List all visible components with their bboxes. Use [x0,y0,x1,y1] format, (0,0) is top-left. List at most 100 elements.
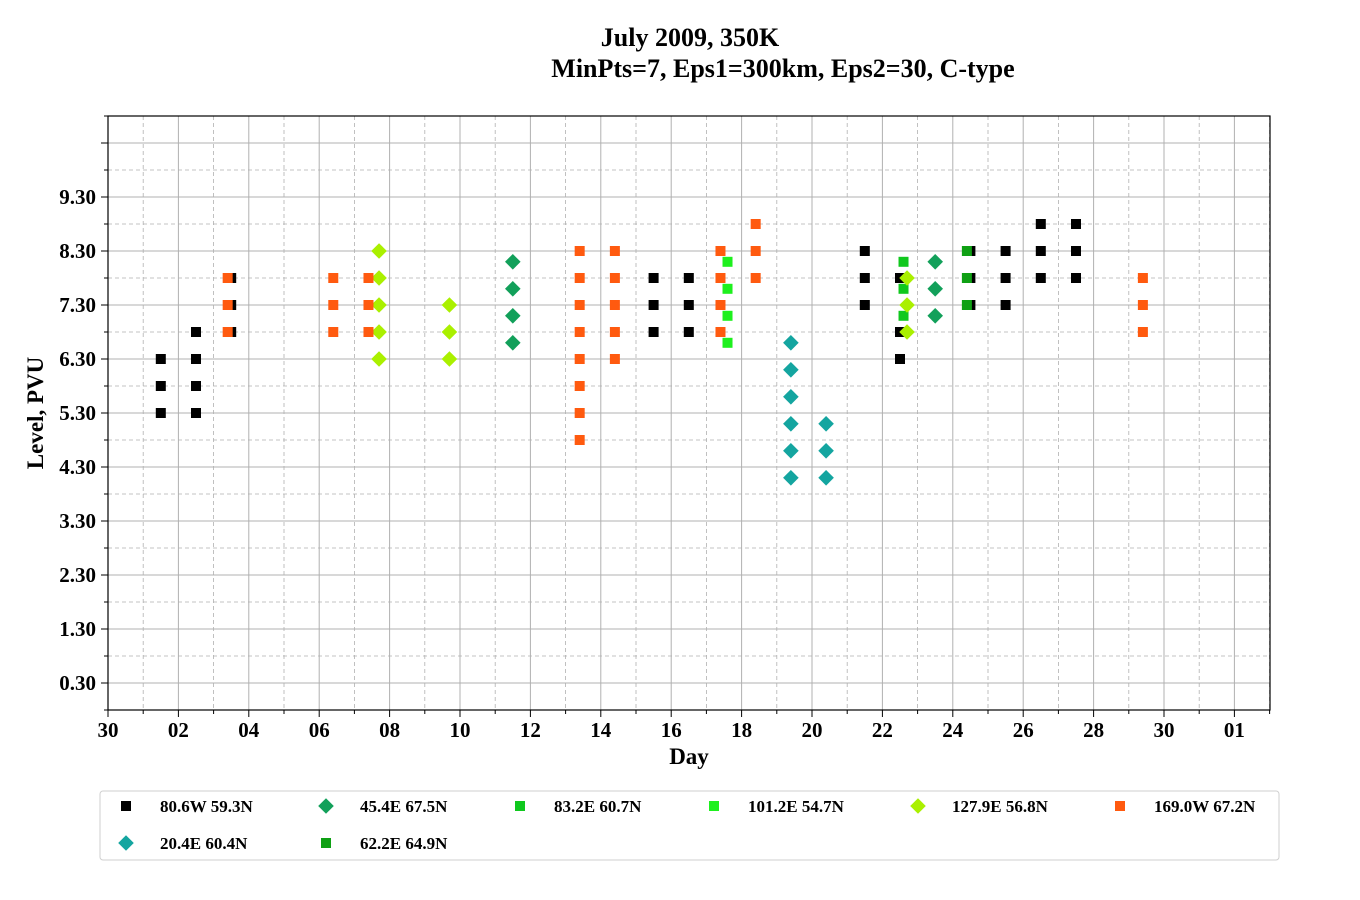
x-tick-label: 20 [802,718,823,742]
data-point [191,327,201,337]
data-point [574,300,585,310]
data-point [505,281,521,297]
legend-marker [318,798,334,814]
legend-frame [99,790,1280,861]
data-point [898,283,909,294]
data-point [363,300,374,310]
x-tick-label: 26 [1013,718,1034,742]
data-point [648,327,659,337]
y-tick-label: 1.30 [59,617,96,641]
data-point [715,327,726,337]
x-tick-label: 30 [1154,718,1175,742]
data-point [899,324,915,340]
legend-marker [1115,801,1125,811]
legend-label: 83.2E 60.7N [554,797,642,816]
data-points [155,219,1148,486]
series-5 [222,219,1148,445]
data-point [715,246,726,256]
legend-label: 20.4E 60.4N [160,834,248,853]
data-point [1071,219,1081,229]
data-point [750,246,761,256]
data-point [722,310,733,321]
data-point [895,354,905,364]
series-6 [783,335,834,486]
data-point [927,254,943,270]
legend: 80.6W 59.3N 45.4E 67.5N 83.2E 60.7N 101.2E … [99,790,1280,861]
data-point [1000,300,1011,310]
y-tick-label: 8.30 [59,239,96,263]
data-point [609,354,620,364]
data-point [191,354,201,364]
data-point [715,300,726,310]
data-point [961,246,972,256]
data-point [574,408,585,418]
data-point [363,273,374,283]
data-point [574,435,585,445]
data-point [1137,300,1148,310]
legend-marker [515,801,525,811]
x-tick-label: 22 [872,718,893,742]
x-tick-label: 12 [520,718,541,742]
x-tick-label: 28 [1083,718,1104,742]
y-axis-tick-labels: 0.30 1.30 2.30 3.30 4.30 5.30 6.30 7.30 8.30 9.30 [59,185,96,695]
x-tick-label: 06 [309,718,330,742]
data-point [1071,273,1081,283]
data-point [328,327,339,337]
data-point [648,273,659,283]
series-4 [371,243,915,367]
series-3 [722,256,733,348]
y-axis-label: Level, PVU [23,356,48,469]
data-point [715,273,726,283]
data-point [574,273,585,283]
data-point [683,327,694,337]
data-point [898,310,909,321]
data-point [818,470,834,486]
x-tick-label: 02 [168,718,189,742]
data-point [574,381,585,391]
data-point [859,246,870,256]
data-point [505,254,521,270]
grid [107,115,1270,711]
legend-marker [709,801,719,811]
data-point [1035,219,1046,229]
data-point [783,416,799,432]
data-point [1000,273,1011,283]
data-point [818,416,834,432]
data-point [1035,273,1046,283]
legend-label: 101.2E 54.7N [748,797,845,816]
data-point [722,256,733,267]
data-point [859,300,870,310]
x-tick-label: 08 [379,718,400,742]
legend-label: 45.4E 67.5N [360,797,448,816]
y-tick-label: 6.30 [59,347,96,371]
series-7 [961,246,972,310]
chart-title-line-1: July 2009, 350K [601,23,780,52]
data-point [722,283,733,294]
data-point [1000,246,1011,256]
data-point [1035,246,1046,256]
data-point [574,246,585,256]
x-axis-tick-labels: 30 02 04 06 08 10 12 14 16 18 20 22 24 26 28 30 01 [98,718,1245,742]
x-tick-label: 16 [661,718,682,742]
legend-label: 80.6W 59.3N [160,797,253,816]
data-point [222,300,233,310]
x-tick-label: 18 [731,718,752,742]
y-tick-label: 2.30 [59,563,96,587]
data-point [371,351,387,367]
data-point [783,443,799,459]
y-tick-label: 0.30 [59,671,96,695]
data-point [363,327,374,337]
data-point [1071,246,1081,256]
data-point [818,443,834,459]
data-point [371,324,387,340]
data-point [750,219,761,229]
data-point [222,273,233,283]
y-tick-label: 7.30 [59,293,96,317]
x-tick-label: 30 [98,718,119,742]
data-point [961,273,972,283]
data-point [155,381,166,391]
data-point [191,381,201,391]
data-point [609,273,620,283]
x-tick-label: 24 [942,718,964,742]
